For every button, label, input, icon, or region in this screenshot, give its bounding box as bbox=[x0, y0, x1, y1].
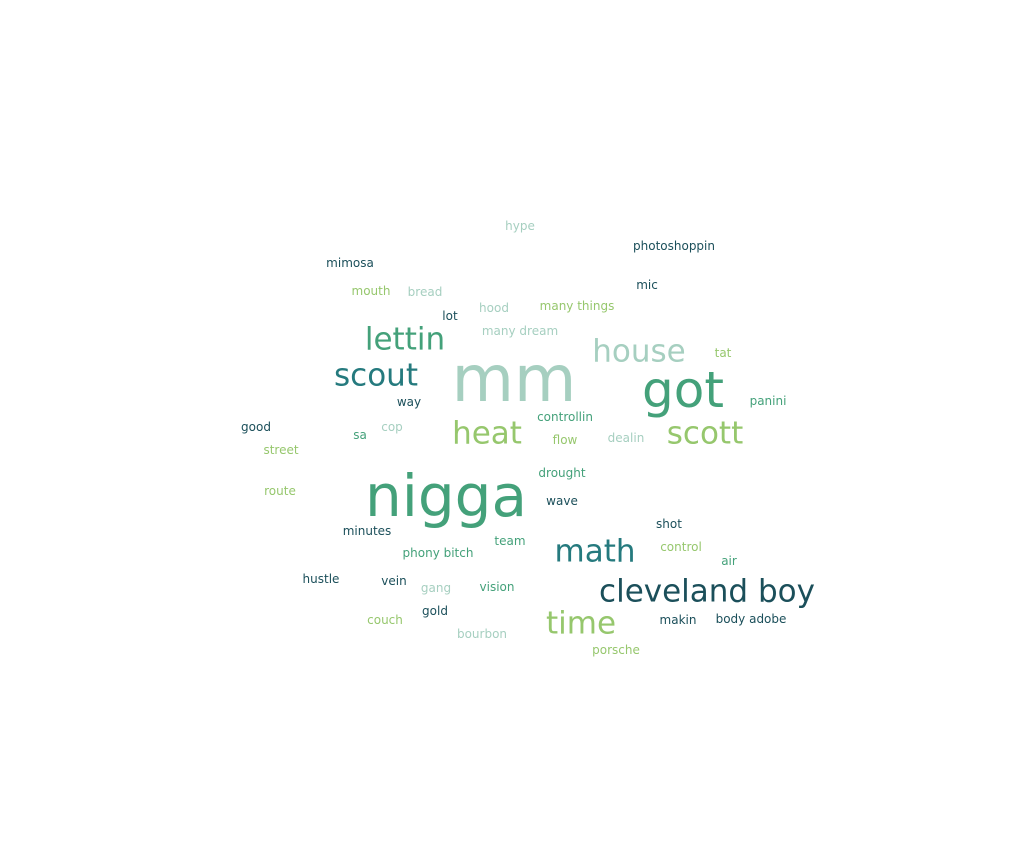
word-porsche: porsche bbox=[592, 643, 640, 657]
word-shot: shot bbox=[656, 517, 682, 531]
word-makin: makin bbox=[659, 613, 697, 627]
word-many-dream: many dream bbox=[481, 324, 559, 338]
word-wave: wave bbox=[546, 494, 578, 508]
word-team: team bbox=[494, 534, 526, 548]
word-vision: vision bbox=[479, 580, 515, 594]
word-nigga: nigga bbox=[364, 462, 528, 530]
word-controllin: controllin bbox=[537, 410, 593, 424]
word-house: house bbox=[592, 333, 686, 370]
word-vein: vein bbox=[381, 574, 407, 588]
word-route: route bbox=[264, 484, 296, 498]
word-phony-bitch: phony bitch bbox=[402, 546, 474, 560]
word-scott: scott bbox=[666, 415, 744, 452]
word-mm: mm bbox=[451, 343, 577, 417]
word-time: time bbox=[545, 605, 617, 642]
word-drought: drought bbox=[538, 466, 586, 480]
word-body-adobe: body adobe bbox=[715, 612, 787, 626]
word-flow: flow bbox=[552, 433, 578, 447]
word-control: control bbox=[660, 540, 702, 554]
word-gold: gold bbox=[422, 604, 448, 618]
word-dealin: dealin bbox=[607, 431, 645, 445]
word-sa: sa bbox=[353, 428, 367, 442]
word-mouth: mouth bbox=[351, 284, 391, 298]
word-hype: hype bbox=[505, 219, 535, 233]
word-good: good bbox=[241, 420, 271, 434]
word-street: street bbox=[263, 443, 299, 457]
word-lettin: lettin bbox=[364, 321, 446, 358]
word-way: way bbox=[396, 395, 422, 409]
word-hood: hood bbox=[479, 301, 509, 315]
word-heat: heat bbox=[452, 415, 522, 452]
word-photoshoppin: photoshoppin bbox=[633, 239, 715, 253]
word-cop: cop bbox=[381, 420, 403, 434]
word-mic: mic bbox=[636, 278, 658, 292]
word-minutes: minutes bbox=[342, 524, 392, 538]
word-bread: bread bbox=[407, 285, 443, 299]
word-lot: lot bbox=[442, 309, 458, 323]
word-scout: scout bbox=[334, 357, 418, 394]
word-bourbon: bourbon bbox=[456, 627, 508, 641]
word-tat: tat bbox=[714, 346, 732, 360]
word-mimosa: mimosa bbox=[326, 256, 374, 270]
word-got: got bbox=[642, 361, 724, 419]
word-cleveland-boy: cleveland boy bbox=[599, 573, 815, 610]
word-panini: panini bbox=[749, 394, 787, 408]
word-math: math bbox=[554, 533, 636, 570]
word-hustle: hustle bbox=[302, 572, 340, 586]
word-many-things: many things bbox=[539, 299, 615, 313]
word-gang: gang bbox=[420, 581, 452, 595]
word-couch: couch bbox=[367, 613, 403, 627]
word-air: air bbox=[721, 554, 737, 568]
